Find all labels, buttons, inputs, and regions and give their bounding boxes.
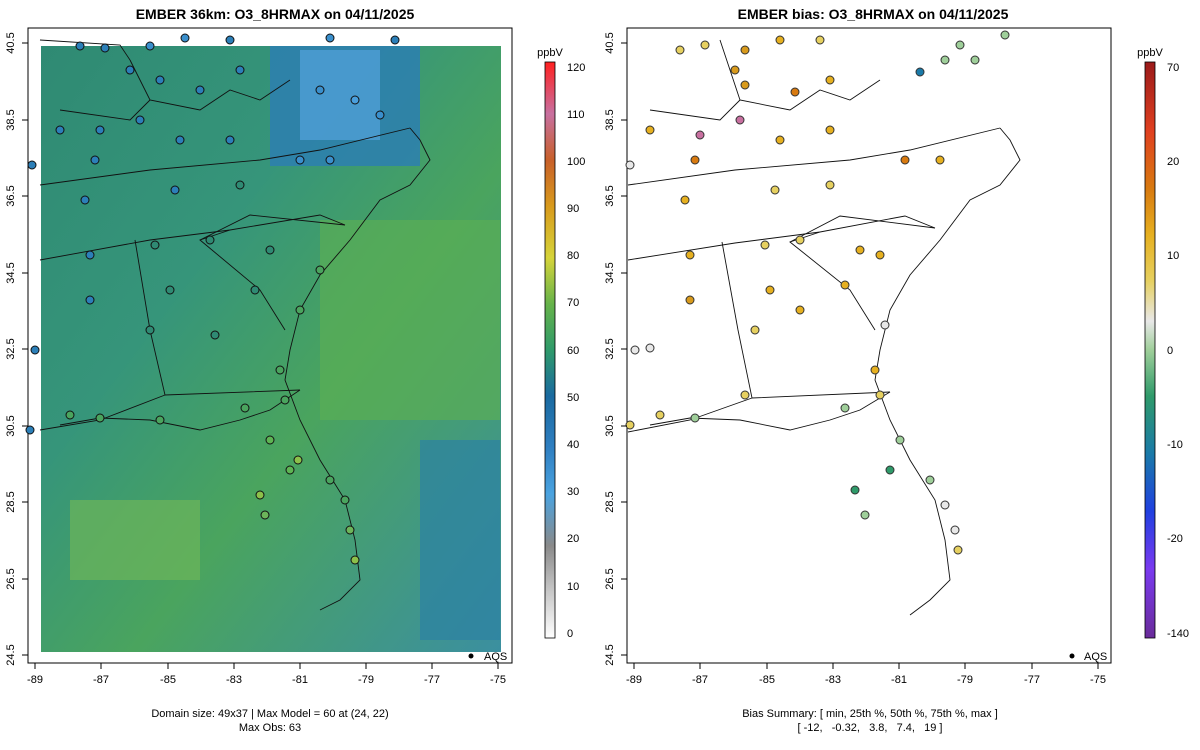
right-x-tick: -83 — [825, 674, 841, 686]
left-x-tick: -81 — [292, 674, 308, 686]
right-x-tick: -77 — [1024, 674, 1040, 686]
right-footer-line1: Bias Summary: [ min, 25th %, 50th %, 75t… — [742, 708, 998, 720]
right-cb-tick: 10 — [1167, 250, 1179, 262]
right-cb-tick: -10 — [1167, 439, 1183, 451]
left-cb-tick: 70 — [567, 297, 579, 309]
left-cb-tick: 50 — [567, 392, 579, 404]
left-y-tick: 32.5 — [5, 338, 17, 359]
left-colorbar — [544, 61, 556, 639]
right-y-tick: 34.5 — [604, 262, 616, 283]
left-x-tick: -79 — [358, 674, 374, 686]
right-y-tick: 32.5 — [604, 338, 616, 359]
right-x-tick: -79 — [957, 674, 973, 686]
left-y-tick: 28.5 — [5, 491, 17, 512]
right-panel-title: EMBER bias: O3_8HRMAX on 04/11/2025 — [737, 6, 1009, 22]
left-x-tick: -87 — [93, 674, 109, 686]
right-x-tick: -75 — [1090, 674, 1106, 686]
right-cb-tick: -140 — [1167, 628, 1189, 640]
left-colorbar-unit: ppbV — [537, 47, 563, 59]
right-x-tick: -87 — [692, 674, 708, 686]
left-y-tick: 24.5 — [5, 644, 17, 665]
left-colorbar-ticks: 0 10 20 30 40 50 60 70 80 90 100 110 120 — [567, 62, 585, 640]
left-footer-line1: Domain size: 49x37 | Max Model = 60 at (… — [151, 708, 389, 720]
left-footer-line2: Max Obs: 63 — [238, 722, 302, 734]
left-y-tick: 26.5 — [5, 568, 17, 589]
left-cb-tick: 90 — [567, 203, 579, 215]
left-y-tick: 38.5 — [5, 109, 17, 130]
left-x-tick: -89 — [27, 674, 43, 686]
right-cb-tick: 70 — [1167, 62, 1179, 74]
left-x-tick: -75 — [490, 674, 506, 686]
left-obs-points — [25, 33, 400, 565]
left-x-tick: -83 — [226, 674, 242, 686]
right-colorbar-ticks: -140 -20 -10 0 10 20 70 — [1167, 62, 1189, 640]
right-y-tick: 40.5 — [604, 32, 616, 53]
left-cb-tick: 30 — [567, 486, 579, 498]
left-y-tick: 40.5 — [5, 32, 17, 53]
left-y-tick: 30.5 — [5, 415, 17, 436]
right-y-tick: 38.5 — [604, 109, 616, 130]
left-cb-tick: 110 — [567, 109, 585, 121]
right-y-tick: 28.5 — [604, 491, 616, 512]
right-y-tick: 36.5 — [604, 185, 616, 206]
right-x-tick-labels: -89 -87 -85 -83 -81 -79 -77 -75 — [626, 674, 1106, 686]
right-colorbar-unit: ppbV — [1137, 47, 1163, 59]
model-field-east-blue — [420, 440, 500, 640]
left-cb-tick: 0 — [567, 628, 573, 640]
right-obs-points — [625, 30, 1010, 555]
left-axes — [22, 42, 499, 669]
right-x-tick: -85 — [759, 674, 775, 686]
right-colorbar — [1144, 61, 1156, 639]
left-cb-tick: 20 — [567, 533, 579, 545]
right-x-tick: -89 — [626, 674, 642, 686]
left-y-tick: 36.5 — [5, 185, 17, 206]
right-boundaries — [627, 39, 1021, 616]
right-cb-tick: 0 — [1167, 345, 1173, 357]
left-y-tick: 34.5 — [5, 262, 17, 283]
left-cb-tick: 10 — [567, 581, 579, 593]
left-cb-tick: 40 — [567, 439, 579, 451]
right-y-tick-labels: 24.5 26.5 28.5 30.5 32.5 34.5 36.5 38.5 … — [604, 32, 616, 665]
model-field-lightblue — [300, 50, 380, 140]
model-field-atlantic — [320, 220, 500, 420]
left-cb-tick: 120 — [567, 62, 585, 74]
left-cb-tick: 80 — [567, 250, 579, 262]
left-x-tick: -85 — [160, 674, 176, 686]
left-cb-tick: 100 — [567, 156, 585, 168]
right-plot-frame — [626, 27, 1112, 664]
left-aqs-marker — [468, 653, 474, 659]
left-x-tick-labels: -89 -87 -85 -83 -81 -79 -77 -75 — [27, 674, 506, 686]
left-panel-title: EMBER 36km: O3_8HRMAX on 04/11/2025 — [135, 6, 415, 22]
right-footer-line2: [ -12, -0.32, 3.8, 7.4, 19 ] — [797, 722, 943, 734]
left-aqs-label: AQS — [484, 651, 507, 663]
right-y-tick: 24.5 — [604, 644, 616, 665]
right-axes — [621, 42, 1099, 669]
right-y-tick: 30.5 — [604, 415, 616, 436]
right-aqs-label: AQS — [1084, 651, 1107, 663]
model-field-gulf-light — [70, 500, 200, 580]
right-cb-tick: 20 — [1167, 156, 1179, 168]
left-y-tick-labels: 24.5 26.5 28.5 30.5 32.5 34.5 36.5 38.5 … — [5, 32, 17, 665]
left-cb-tick: 60 — [567, 345, 579, 357]
right-aqs-marker — [1069, 653, 1075, 659]
right-x-tick: -81 — [891, 674, 907, 686]
right-y-tick: 26.5 — [604, 568, 616, 589]
left-x-tick: -77 — [424, 674, 440, 686]
right-cb-tick: -20 — [1167, 533, 1183, 545]
